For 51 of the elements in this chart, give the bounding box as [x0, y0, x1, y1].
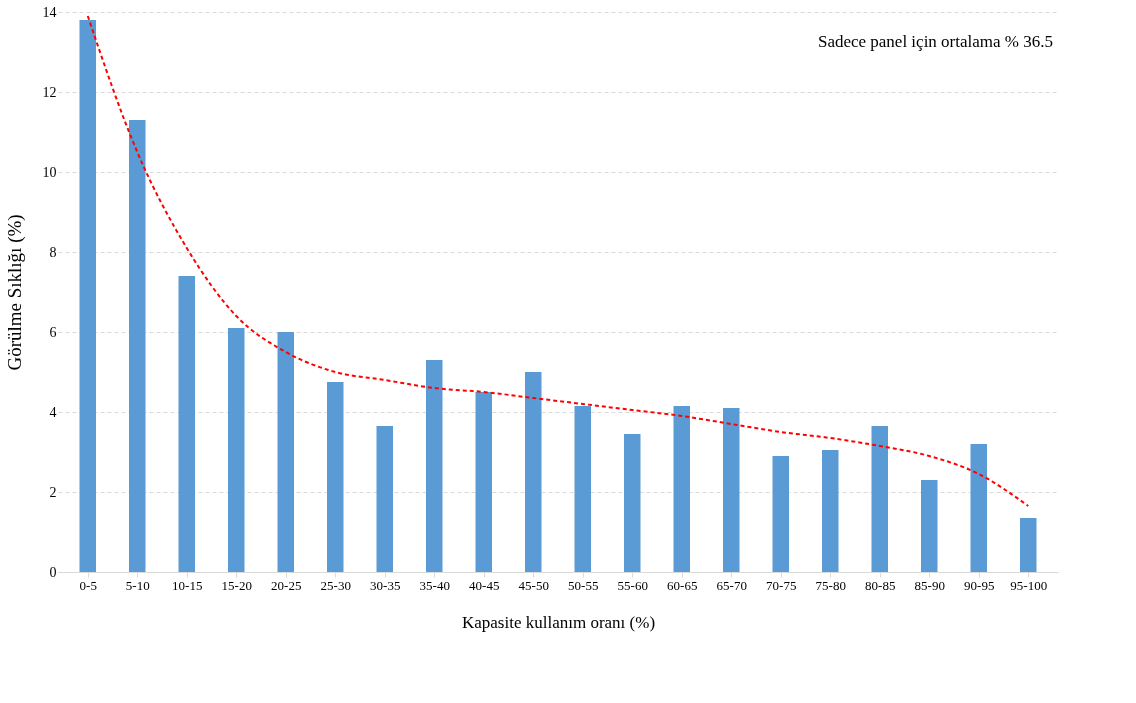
bar — [1020, 518, 1037, 572]
bar — [129, 120, 146, 572]
x-tick-label: 15-20 — [221, 577, 252, 593]
annotation: Sadece panel için ortalama % 36.5 — [817, 32, 1053, 51]
x-axis-title: Kapasite kullanım oranı (%) — [461, 612, 656, 632]
y-axis-title: Görülme Sıklığı (%) — [3, 214, 26, 371]
x-tick-label: 95-100 — [1010, 577, 1048, 593]
x-tick-label: 10-15 — [172, 577, 203, 593]
x-tick-label: 5-10 — [125, 577, 150, 593]
bar — [970, 444, 987, 572]
bar — [426, 360, 443, 572]
y-tick-label: 2 — [49, 484, 57, 500]
x-tick-label: 40-45 — [469, 577, 500, 593]
x-tick-label: 45-50 — [518, 577, 549, 593]
bar — [277, 332, 294, 572]
x-tick-label: 20-25 — [271, 577, 302, 593]
bar — [79, 20, 96, 572]
bar — [871, 426, 888, 572]
bar — [574, 406, 591, 572]
x-tick-label: 70-75 — [766, 577, 797, 593]
bar — [624, 434, 641, 572]
y-tick-label: 14 — [42, 4, 57, 20]
bar — [228, 328, 245, 572]
bar — [327, 382, 344, 572]
bar — [723, 408, 740, 572]
y-tick-label: 8 — [49, 244, 57, 260]
bar — [772, 456, 789, 572]
x-tick-label: 25-30 — [320, 577, 351, 593]
x-tick-label: 65-70 — [716, 577, 747, 593]
bar — [376, 426, 393, 572]
y-tick-label: 6 — [49, 324, 57, 340]
x-tick-label: 75-80 — [815, 577, 846, 593]
bar — [178, 276, 195, 572]
bar — [475, 392, 492, 572]
x-tick-label: 55-60 — [617, 577, 648, 593]
bar — [525, 372, 542, 572]
bar — [673, 406, 690, 572]
x-tick-label: 0-5 — [79, 577, 97, 593]
x-tick-label: 50-55 — [568, 577, 599, 593]
x-tick-label: 85-90 — [914, 577, 945, 593]
x-tick-label: 60-65 — [667, 577, 698, 593]
y-tick-label: 4 — [49, 404, 57, 420]
y-tick-label: 12 — [42, 84, 57, 100]
bar — [921, 480, 938, 572]
y-tick-label: 0 — [49, 564, 57, 580]
x-tick-label: 30-35 — [370, 577, 401, 593]
y-tick-label: 10 — [42, 164, 57, 180]
x-tick-label: 90-95 — [964, 577, 995, 593]
x-tick-label: 80-85 — [865, 577, 896, 593]
bar — [822, 450, 839, 572]
x-tick-label: 35-40 — [419, 577, 450, 593]
